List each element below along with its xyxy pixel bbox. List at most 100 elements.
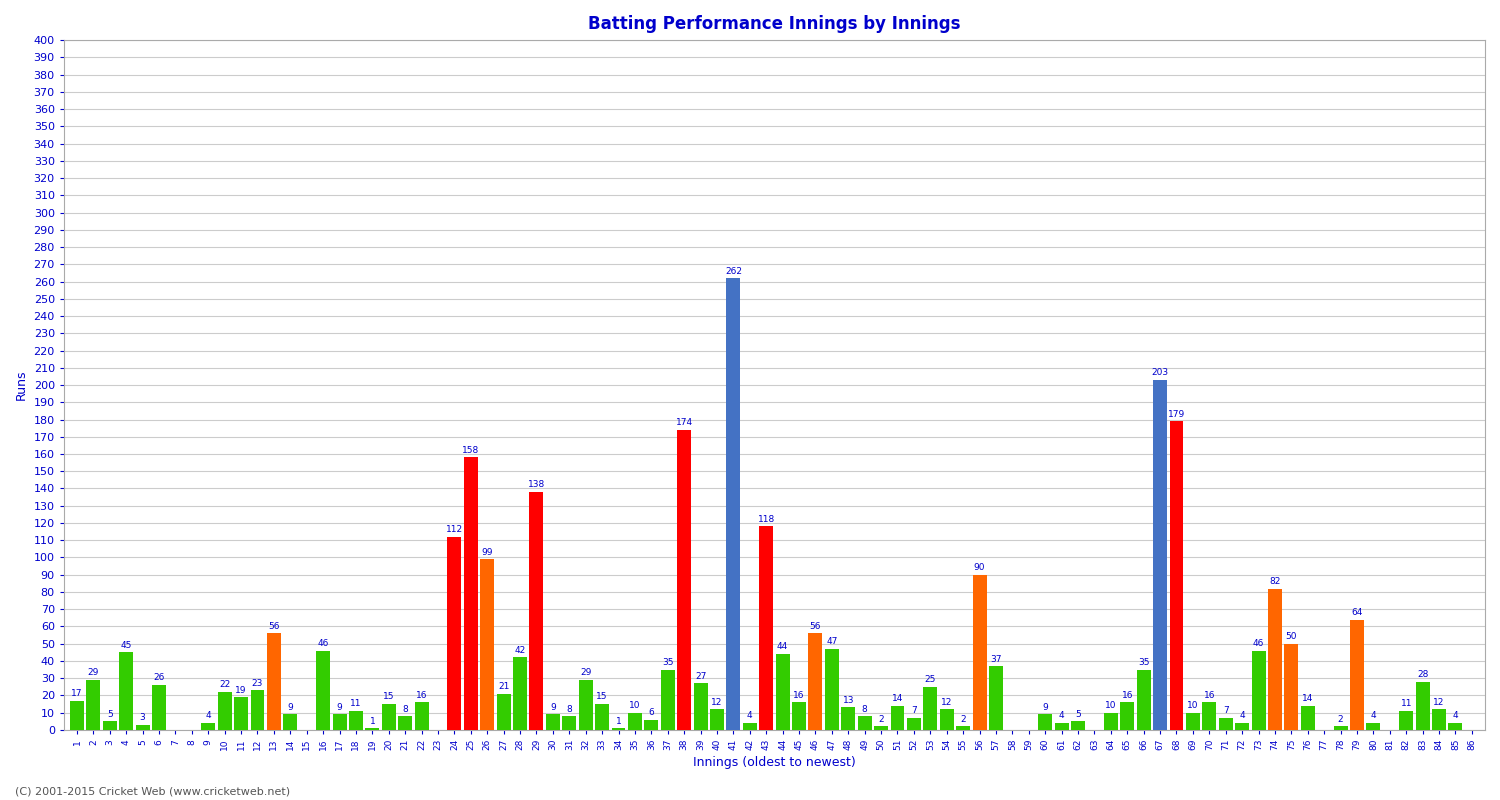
Text: 12: 12 (940, 698, 952, 706)
Bar (1234, 723, 1250, 730)
Text: 8: 8 (862, 705, 867, 714)
Bar (579, 680, 592, 730)
Text: 22: 22 (219, 680, 231, 690)
Text: 12: 12 (711, 698, 723, 706)
Bar (1186, 713, 1200, 730)
Bar (464, 458, 478, 730)
Bar (662, 670, 675, 730)
Bar (1432, 710, 1446, 730)
Bar (1449, 723, 1462, 730)
Text: 158: 158 (462, 446, 480, 455)
Text: 46: 46 (1252, 639, 1264, 648)
Text: 4: 4 (1239, 711, 1245, 721)
Text: 174: 174 (675, 418, 693, 427)
Text: 46: 46 (318, 639, 328, 648)
Bar (1366, 723, 1380, 730)
Bar (316, 650, 330, 730)
Bar (234, 697, 248, 730)
Text: 16: 16 (416, 690, 428, 700)
Bar (612, 728, 626, 730)
Text: 11: 11 (1401, 699, 1411, 708)
Bar (988, 666, 1004, 730)
Bar (825, 649, 839, 730)
Text: 4: 4 (1059, 711, 1065, 721)
Y-axis label: Runs: Runs (15, 370, 28, 400)
Text: 19: 19 (236, 686, 248, 694)
Bar (972, 574, 987, 730)
Text: 26: 26 (153, 674, 165, 682)
Bar (217, 692, 231, 730)
Bar (1104, 713, 1118, 730)
Text: 56: 56 (810, 622, 820, 630)
Bar (447, 537, 462, 730)
Text: 35: 35 (1138, 658, 1149, 667)
Bar (726, 278, 741, 730)
Bar (1137, 670, 1150, 730)
Text: 7: 7 (910, 706, 916, 715)
Bar (398, 716, 412, 730)
Text: 10: 10 (1186, 701, 1198, 710)
Bar (1400, 711, 1413, 730)
Text: 25: 25 (924, 675, 936, 684)
Bar (1038, 714, 1052, 730)
Text: 21: 21 (498, 682, 510, 691)
Bar (645, 719, 658, 730)
Bar (792, 702, 806, 730)
Text: 4: 4 (747, 711, 753, 721)
Text: 5: 5 (106, 710, 112, 718)
Bar (251, 690, 264, 730)
Text: 11: 11 (350, 699, 361, 708)
Bar (414, 702, 429, 730)
Text: 64: 64 (1352, 608, 1362, 617)
Text: 10: 10 (1106, 701, 1116, 710)
Text: 45: 45 (120, 641, 132, 650)
Text: 9: 9 (288, 703, 292, 712)
Text: 14: 14 (892, 694, 903, 703)
Bar (808, 634, 822, 730)
Bar (693, 683, 708, 730)
Bar (1334, 726, 1347, 730)
Text: 90: 90 (974, 563, 986, 572)
Bar (1071, 722, 1084, 730)
Bar (496, 694, 510, 730)
Text: 42: 42 (514, 646, 525, 655)
Text: 29: 29 (87, 668, 99, 678)
Text: 35: 35 (662, 658, 674, 667)
Bar (382, 704, 396, 730)
Bar (1154, 380, 1167, 730)
Text: 2: 2 (960, 715, 966, 724)
Text: 9: 9 (550, 703, 555, 712)
Text: 1: 1 (369, 717, 375, 726)
Text: 16: 16 (1122, 690, 1132, 700)
Bar (940, 710, 954, 730)
Bar (333, 714, 346, 730)
Bar (546, 714, 560, 730)
Text: 1: 1 (615, 717, 621, 726)
Bar (366, 728, 380, 730)
Text: 15: 15 (382, 693, 394, 702)
Bar (267, 634, 280, 730)
Text: 262: 262 (724, 266, 742, 275)
Bar (135, 725, 150, 730)
Bar (118, 652, 134, 730)
Title: Batting Performance Innings by Innings: Batting Performance Innings by Innings (588, 15, 960, 33)
Text: 8: 8 (402, 705, 408, 714)
Bar (1300, 706, 1314, 730)
Text: 29: 29 (580, 668, 591, 678)
Text: 15: 15 (597, 693, 608, 702)
Bar (87, 680, 100, 730)
Bar (776, 654, 789, 730)
Text: 16: 16 (1203, 690, 1215, 700)
Bar (513, 658, 526, 730)
Text: 82: 82 (1269, 577, 1281, 586)
Text: 12: 12 (1434, 698, 1444, 706)
Text: 4: 4 (206, 711, 212, 721)
Bar (530, 492, 543, 730)
Bar (710, 710, 724, 730)
Bar (1284, 644, 1299, 730)
Bar (1054, 723, 1068, 730)
Text: 2: 2 (879, 715, 884, 724)
Text: 138: 138 (528, 480, 544, 490)
Bar (956, 726, 970, 730)
Text: 9: 9 (336, 703, 342, 712)
